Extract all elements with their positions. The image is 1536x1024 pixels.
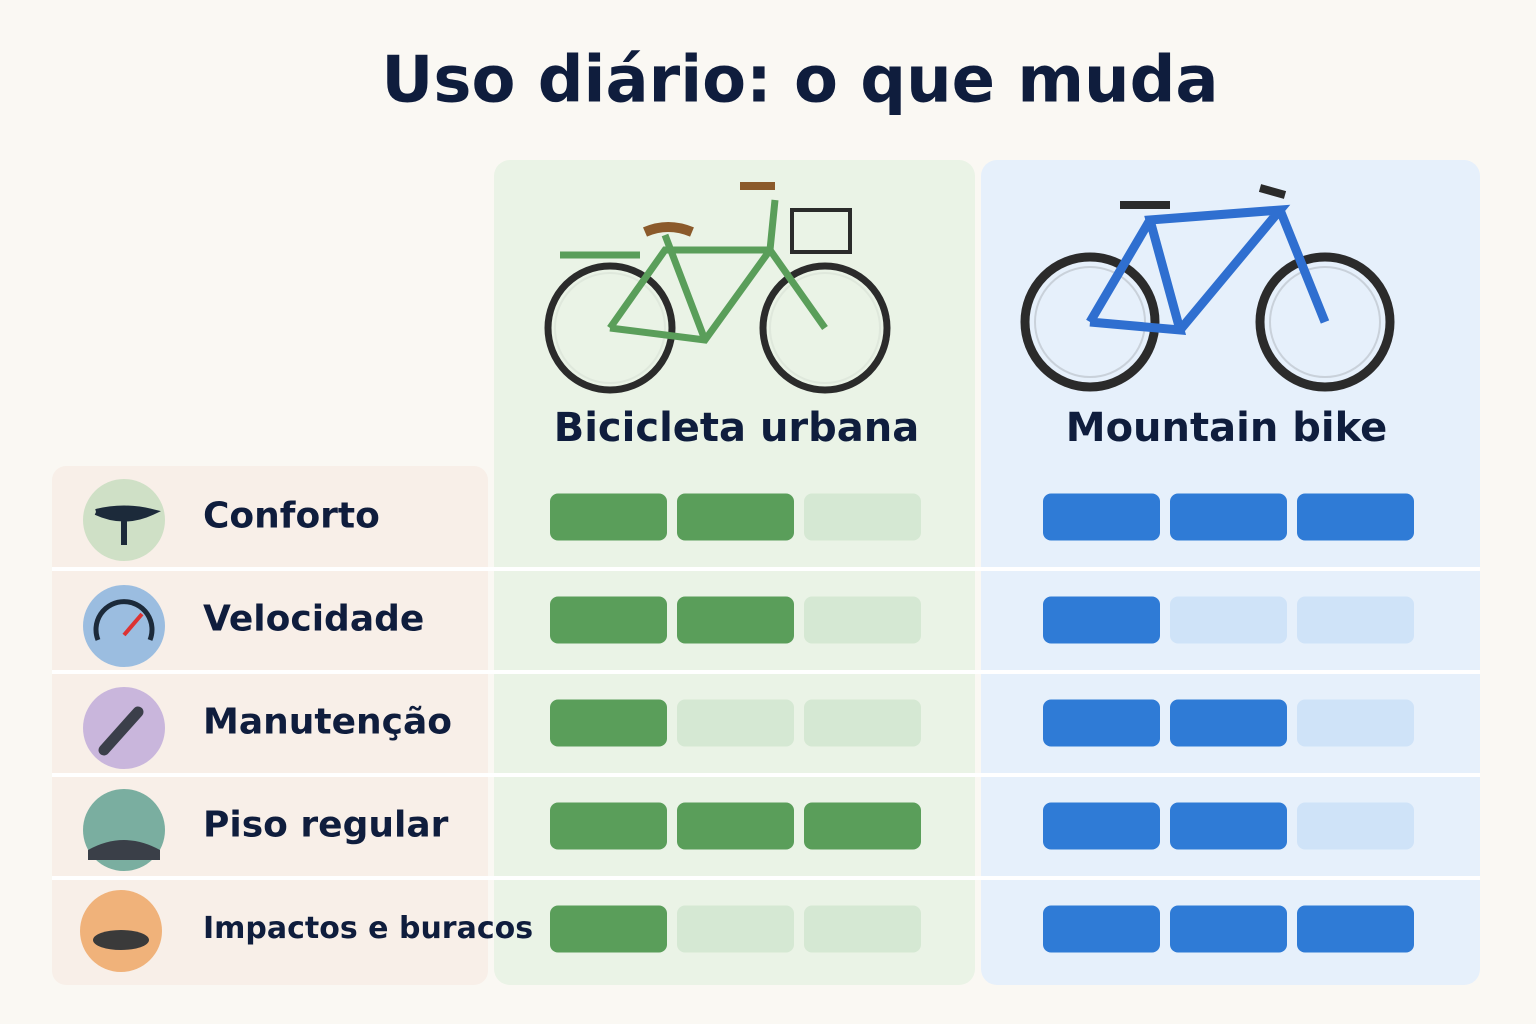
rating-pill (677, 905, 794, 953)
rating-pill (1297, 802, 1414, 850)
rating (550, 905, 921, 953)
column-header: Bicicleta urbana (554, 405, 920, 451)
rating-pill (1043, 596, 1160, 644)
row-label: Piso regular (203, 805, 449, 846)
rating-pill (1170, 596, 1287, 644)
rating (1043, 905, 1414, 953)
rating-pill (677, 493, 794, 541)
rating-pill (1170, 493, 1287, 541)
rating-pill (550, 905, 667, 953)
city-bike (544, 182, 891, 394)
rating-pill (1297, 493, 1414, 541)
rating (1043, 802, 1414, 850)
rating-pill (1043, 699, 1160, 747)
row-label: Manutenção (203, 702, 452, 743)
mountain-bike (1020, 184, 1395, 392)
rating-pill (550, 699, 667, 747)
rating-pill (804, 905, 921, 953)
rating-pill (1297, 596, 1414, 644)
rating-pill (804, 699, 921, 747)
rating-pill (804, 493, 921, 541)
row-label: Velocidade (203, 599, 424, 640)
rating-pill (550, 493, 667, 541)
rating (1043, 493, 1414, 541)
rating-pill (1043, 905, 1160, 953)
rating (1043, 699, 1414, 747)
rating-pill (550, 802, 667, 850)
row-icons (80, 479, 165, 972)
rating-pill (1170, 905, 1287, 953)
rating (550, 596, 921, 644)
rating-pill (1297, 905, 1414, 953)
rating-pill (677, 596, 794, 644)
column-panel (494, 160, 975, 985)
label-panel (52, 466, 488, 985)
title: Uso diário: o que muda (381, 44, 1218, 118)
rating-pill (677, 802, 794, 850)
rating-pill (550, 596, 667, 644)
rating-pill (804, 596, 921, 644)
rating (550, 493, 921, 541)
rating (1043, 596, 1414, 644)
rating (550, 699, 921, 747)
column-panel (981, 160, 1480, 985)
rating-pill (1170, 802, 1287, 850)
row-label: Conforto (203, 496, 380, 537)
row-label: Impactos e buracos (203, 911, 533, 946)
rating-pill (1170, 699, 1287, 747)
rating-pill (677, 699, 794, 747)
speed-icon (83, 585, 165, 667)
column-header: Mountain bike (1066, 405, 1387, 451)
rating-pill (1297, 699, 1414, 747)
rating-pill (804, 802, 921, 850)
rating (550, 802, 921, 850)
rating-pill (1043, 493, 1160, 541)
bike-illustrations (544, 182, 1395, 394)
rating-pill (1043, 802, 1160, 850)
